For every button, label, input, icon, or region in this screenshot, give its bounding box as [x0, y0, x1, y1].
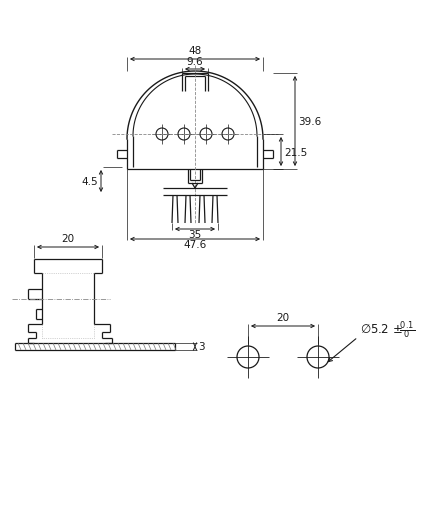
Text: 39.6: 39.6: [298, 117, 321, 127]
Text: $\varnothing$5.2 $\pm\!\frac{0.1}{0}$: $\varnothing$5.2 $\pm\!\frac{0.1}{0}$: [360, 319, 415, 340]
Text: 21.5: 21.5: [284, 147, 307, 157]
Text: 20: 20: [276, 313, 290, 322]
Text: 3: 3: [198, 342, 205, 352]
Text: 9.6: 9.6: [187, 57, 203, 67]
Text: 20: 20: [62, 234, 74, 243]
Text: 4.5: 4.5: [81, 177, 98, 187]
Text: 35: 35: [188, 230, 202, 240]
Text: 47.6: 47.6: [183, 240, 207, 249]
Text: 48: 48: [188, 46, 202, 56]
